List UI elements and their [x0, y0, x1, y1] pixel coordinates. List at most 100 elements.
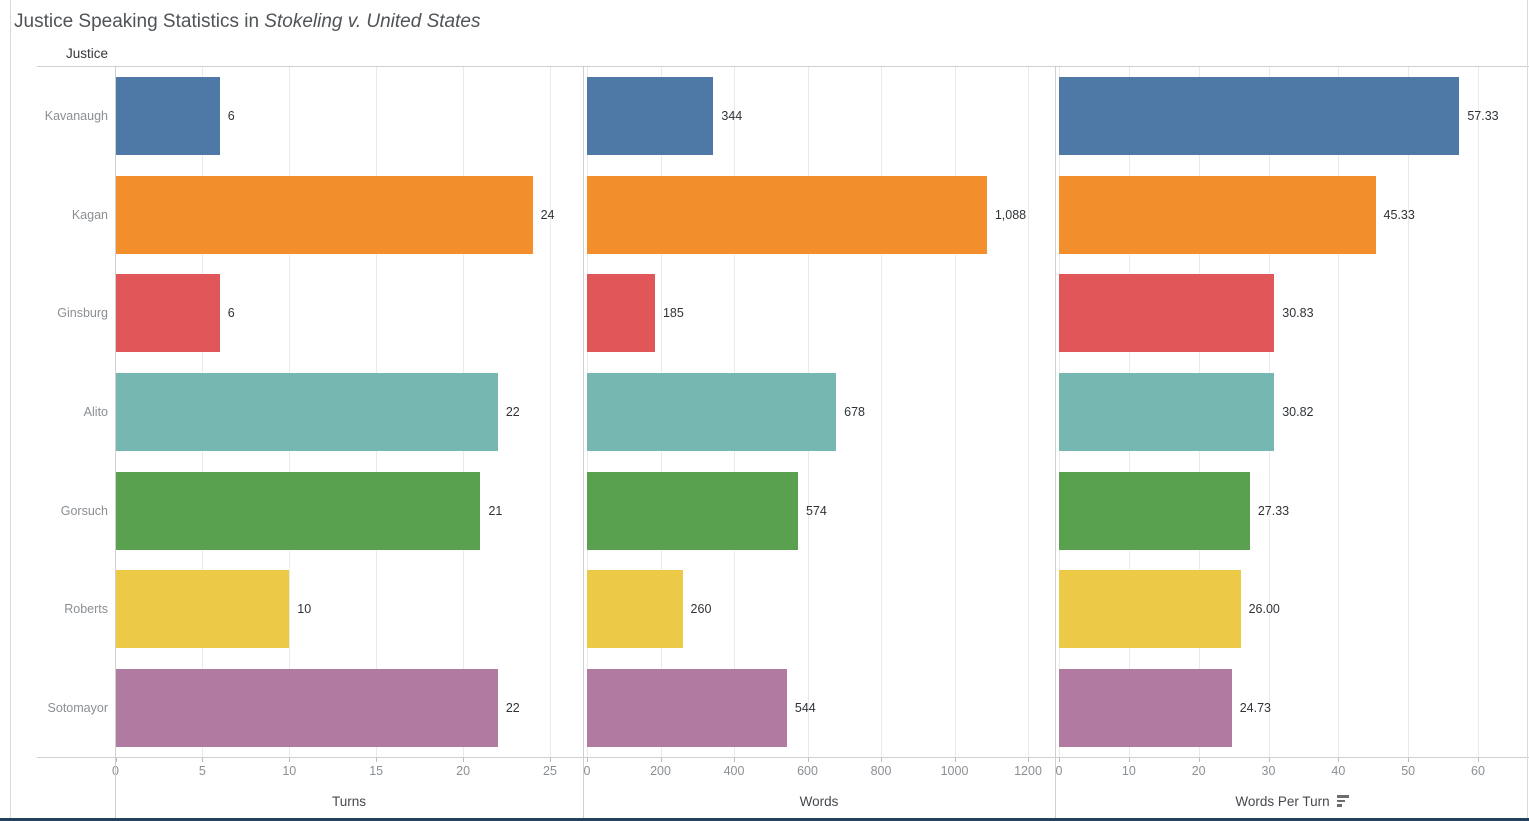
tick-mark [587, 757, 588, 762]
row-label-sotomayor[interactable]: Sotomayor [47, 700, 108, 715]
tick-label: 25 [543, 764, 557, 778]
left-border [10, 0, 11, 818]
label-column-divider [115, 66, 116, 818]
gridline [550, 67, 551, 757]
bar-value-label: 10 [297, 602, 312, 617]
bar-words-per-turn-sotomayor[interactable] [1059, 668, 1232, 747]
sort-descending-icon[interactable] [1336, 795, 1349, 807]
bar-value-label: 22 [505, 404, 520, 419]
tick-mark [289, 757, 291, 762]
bar-value-label: 26.00 [1248, 602, 1280, 617]
right-border [1527, 0, 1528, 818]
bar-turns-ginsburg[interactable] [115, 274, 220, 353]
bar-value-label: 24 [540, 207, 555, 222]
bar-value-label: 45.33 [1383, 207, 1415, 222]
tick-label: 0 [583, 764, 591, 778]
bar-turns-roberts[interactable] [115, 570, 290, 649]
bar-words-per-turn-ginsburg[interactable] [1059, 274, 1275, 353]
bar-turns-gorsuch[interactable] [115, 471, 481, 550]
tick-label: 40 [1331, 764, 1346, 778]
bar-words-per-turn-roberts[interactable] [1059, 570, 1241, 649]
tick-mark [1028, 757, 1029, 762]
row-label-gorsuch[interactable]: Gorsuch [60, 503, 108, 518]
tick-label: 1200 [1014, 764, 1042, 778]
bar-words-gorsuch[interactable] [587, 471, 798, 550]
gridline [1408, 67, 1410, 757]
bar-value-label: 344 [721, 109, 743, 124]
tick-mark [1198, 757, 1200, 762]
bar-turns-kagan[interactable] [115, 175, 533, 254]
tick-mark [954, 757, 956, 762]
row-label-ginsburg[interactable]: Ginsburg [57, 306, 108, 321]
bar-turns-sotomayor[interactable] [115, 668, 498, 747]
tick-mark [807, 757, 809, 762]
bar-words-per-turn-kavanaugh[interactable] [1059, 77, 1460, 156]
axis-title-label: Words Per Turn [1235, 793, 1330, 809]
axis-title-label: Turns [331, 793, 366, 809]
tick-label: 1000 [940, 764, 969, 778]
axis-title-words[interactable]: Words [583, 792, 1055, 810]
tick-mark [1059, 757, 1060, 762]
row-label-alito[interactable]: Alito [83, 404, 108, 419]
bar-words-kavanaugh[interactable] [587, 77, 714, 156]
bar-words-ginsburg[interactable] [587, 274, 655, 353]
tick-label: 0 [1055, 764, 1063, 778]
tick-label: 800 [870, 764, 892, 778]
tick-label: 200 [650, 764, 671, 778]
axis-title-words-per-turn[interactable]: Words Per Turn [1055, 792, 1529, 810]
tick-mark [1338, 757, 1340, 762]
chart-title: Justice Speaking Statistics in Stokeling… [14, 11, 480, 33]
tick-mark [734, 757, 735, 762]
tick-label: 10 [282, 764, 297, 778]
tick-mark [881, 757, 882, 762]
bar-value-label: 574 [805, 503, 827, 518]
header-divider-line [37, 66, 1529, 67]
bar-turns-alito[interactable] [115, 372, 498, 451]
axis-title-turns[interactable]: Turns [115, 792, 583, 810]
tick-mark [1128, 757, 1130, 762]
gridline [1028, 67, 1029, 757]
row-header-justice: Justice [65, 46, 108, 61]
tick-label: 5 [198, 764, 206, 778]
axis-line [37, 757, 1529, 758]
bar-words-alito[interactable] [587, 372, 837, 451]
bar-value-label: 185 [662, 306, 684, 321]
tick-mark [1478, 757, 1479, 762]
row-label-kagan[interactable]: Kagan [71, 207, 108, 222]
bar-value-label: 21 [488, 503, 503, 518]
row-label-roberts[interactable]: Roberts [64, 602, 108, 617]
bar-value-label: 22 [505, 700, 520, 715]
tick-mark [1408, 757, 1410, 762]
bar-words-per-turn-gorsuch[interactable] [1059, 471, 1250, 550]
panel-divider [583, 66, 584, 818]
bar-value-label: 27.33 [1257, 503, 1290, 518]
gridline [1478, 67, 1479, 757]
tick-mark [1268, 757, 1270, 762]
tick-label: 50 [1401, 764, 1416, 778]
panel-divider [1055, 66, 1056, 818]
tick-mark [463, 757, 465, 762]
bar-words-per-turn-kagan[interactable] [1059, 175, 1376, 254]
tick-mark [202, 757, 204, 762]
tick-label: 60 [1471, 764, 1485, 778]
bar-value-label: 57.33 [1467, 109, 1499, 124]
bottom-edge-line [0, 818, 1529, 821]
tick-mark [376, 757, 378, 762]
row-label-kavanaugh[interactable]: Kavanaugh [44, 109, 108, 124]
bar-value-label: 30.83 [1282, 306, 1314, 321]
tick-mark [550, 757, 551, 762]
bar-words-roberts[interactable] [587, 570, 683, 649]
bar-value-label: 260 [690, 602, 712, 617]
bar-value-label: 1,088 [994, 207, 1027, 222]
tick-label: 600 [797, 764, 818, 778]
bar-words-sotomayor[interactable] [587, 668, 787, 747]
bar-turns-kavanaugh[interactable] [115, 77, 220, 156]
tick-mark [115, 757, 117, 762]
bar-words-per-turn-alito[interactable] [1059, 372, 1275, 451]
tick-label: 400 [723, 764, 745, 778]
chart-title-text: Justice Speaking Statistics in [14, 11, 265, 32]
tick-label: 20 [456, 764, 471, 778]
bar-words-kagan[interactable] [587, 175, 987, 254]
